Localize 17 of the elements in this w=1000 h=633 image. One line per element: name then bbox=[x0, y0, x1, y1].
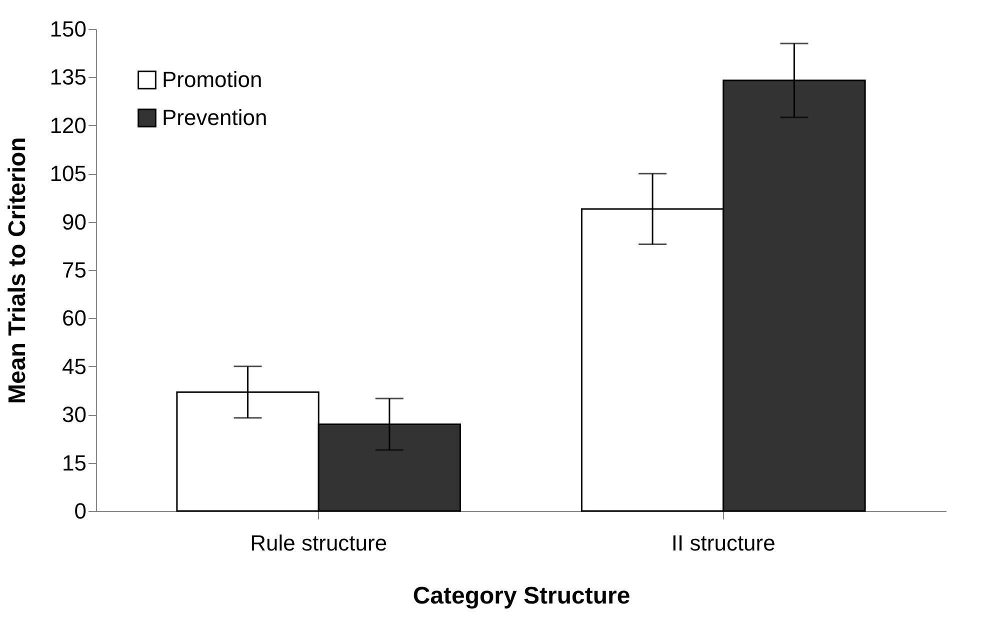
y-tick-label: 75 bbox=[62, 258, 86, 282]
y-tick-label: 15 bbox=[62, 450, 86, 476]
legend-label: Promotion bbox=[162, 67, 262, 92]
y-tick-label: 0 bbox=[74, 498, 86, 524]
legend-label: Prevention bbox=[162, 105, 268, 130]
x-tick-label: II structure bbox=[671, 530, 776, 556]
x-tick-label: Rule structure bbox=[250, 530, 388, 556]
y-tick-label: 90 bbox=[62, 209, 86, 234]
x-axis-title: Category Structure bbox=[412, 582, 630, 610]
y-tick-label: 150 bbox=[50, 16, 86, 42]
y-tick-label: 120 bbox=[50, 112, 86, 138]
y-tick-label: 30 bbox=[62, 402, 86, 428]
y-tick-label: 60 bbox=[62, 306, 86, 331]
y-tick-label: 135 bbox=[50, 64, 86, 90]
y-axis-title: Mean Trials to Criterion bbox=[4, 137, 31, 404]
y-tick-label: 45 bbox=[62, 354, 86, 379]
y-tick-label: 105 bbox=[50, 161, 86, 186]
